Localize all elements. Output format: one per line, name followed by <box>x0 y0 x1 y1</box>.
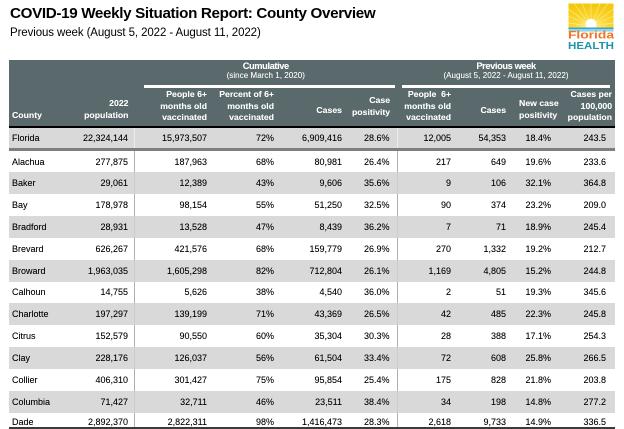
svg-text:Florida: Florida <box>568 30 614 42</box>
svg-text:HEALTH: HEALTH <box>568 41 614 50</box>
